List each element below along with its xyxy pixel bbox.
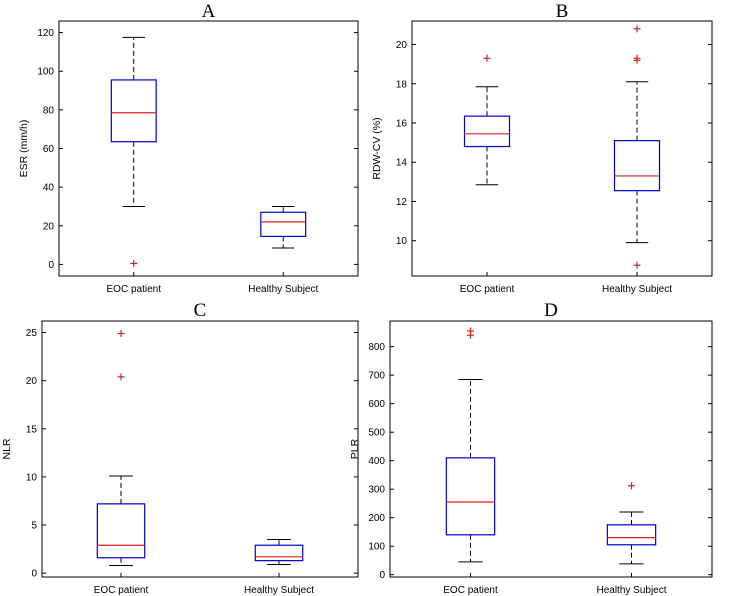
y-tick-label: 10 xyxy=(396,236,408,247)
box-eoc-patient: EOC patient xyxy=(107,36,162,295)
y-tick-label: 10 xyxy=(26,472,38,483)
y-tick-label: 300 xyxy=(368,485,385,496)
x-tick-label: Healthy Subject xyxy=(244,585,314,596)
y-tick-label: 15 xyxy=(26,424,38,435)
outlier-marker xyxy=(633,261,641,269)
y-tick-label: 16 xyxy=(396,119,408,130)
iqr-box xyxy=(96,503,146,559)
iqr-box xyxy=(110,79,157,143)
x-tick-label: Healthy Subject xyxy=(602,284,672,295)
y-tick-label: 400 xyxy=(368,456,385,467)
y-tick-label: 25 xyxy=(26,328,38,339)
outlier-marker xyxy=(467,327,474,335)
y-tick-label: 60 xyxy=(43,144,55,155)
y-tick-label: 200 xyxy=(368,513,385,524)
plot-frame xyxy=(411,20,713,277)
y-tick-label: 0 xyxy=(48,260,54,271)
y-tick-label: 18 xyxy=(396,79,408,90)
outlier-marker xyxy=(117,373,125,381)
x-tick-label: EOC patient xyxy=(460,284,515,295)
y-tick-label: 600 xyxy=(368,399,385,410)
iqr-box xyxy=(613,140,661,192)
y-axis-label: NLR xyxy=(1,438,13,459)
y-tick-label: 120 xyxy=(37,28,54,39)
x-tick-label: EOC patient xyxy=(443,585,498,596)
chart-panel-c: C 0 5 10 15 20 25 NLR EOC patient Healthy Subject xyxy=(1,300,359,596)
outlier-marker xyxy=(130,259,138,267)
panel-title: C xyxy=(194,300,207,321)
y-axis-label: RDW-CV (%) xyxy=(371,117,383,179)
box-healthy-subject: Healthy Subject xyxy=(602,25,672,295)
x-tick-label: EOC patient xyxy=(94,585,149,596)
y-tick-label: 0 xyxy=(31,569,37,580)
panel-title: B xyxy=(556,1,569,22)
plot-frame xyxy=(41,320,359,578)
iqr-box xyxy=(463,115,511,148)
outlier-marker xyxy=(633,54,641,62)
y-tick-label: 20 xyxy=(26,376,38,387)
box-healthy-subject: Healthy Subject xyxy=(244,538,314,596)
y-tick-label: 80 xyxy=(43,105,55,116)
x-tick-label: Healthy Subject xyxy=(248,284,318,295)
y-tick-label: 100 xyxy=(37,67,54,78)
x-tick-label: Healthy Subject xyxy=(596,585,666,596)
box-eoc-patient: EOC patient xyxy=(443,327,498,596)
y-tick-label: 0 xyxy=(379,570,385,581)
y-tick-label: 12 xyxy=(396,197,408,208)
y-tick-label: 20 xyxy=(43,221,55,232)
y-tick-label: 40 xyxy=(43,183,55,194)
y-tick-label: 14 xyxy=(396,158,408,169)
iqr-box xyxy=(606,524,657,546)
outlier-marker xyxy=(117,330,125,338)
box-eoc-patient: EOC patient xyxy=(460,54,515,295)
y-tick-label: 100 xyxy=(368,542,385,553)
panel-title: A xyxy=(202,1,216,22)
y-axis-label: ESR (mm/h) xyxy=(18,120,30,178)
box-eoc-patient: EOC patient xyxy=(94,330,149,596)
outlier-marker xyxy=(483,54,491,62)
chart-panel-d: D 0 100 200 300 400 500 600 700 800 PLR EOC patient… xyxy=(349,300,713,596)
chart-panel-a: A 0 20 40 60 80 100 120 ESR (mm/h) EOC patient Hea… xyxy=(18,1,359,295)
iqr-box xyxy=(254,544,304,562)
y-axis-label: PLR xyxy=(349,438,361,459)
y-tick-label: 700 xyxy=(368,371,385,382)
iqr-box xyxy=(260,211,307,237)
y-tick-label: 800 xyxy=(368,342,385,353)
plot-frame xyxy=(58,20,359,277)
outlier-marker xyxy=(628,482,635,490)
x-tick-label: EOC patient xyxy=(107,284,162,295)
chart-panel-b: B 10 12 14 16 18 20 RDW-CV (%) EOC patient Health… xyxy=(371,1,713,295)
y-tick-label: 5 xyxy=(31,521,37,532)
box-healthy-subject: Healthy Subject xyxy=(596,482,667,596)
y-tick-label: 500 xyxy=(368,428,385,439)
plot-frame xyxy=(389,320,713,578)
box-healthy-subject: Healthy Subject xyxy=(248,205,318,295)
outlier-marker xyxy=(633,25,641,33)
iqr-box xyxy=(445,457,496,536)
panel-title: D xyxy=(544,300,558,321)
y-tick-label: 20 xyxy=(396,40,408,51)
